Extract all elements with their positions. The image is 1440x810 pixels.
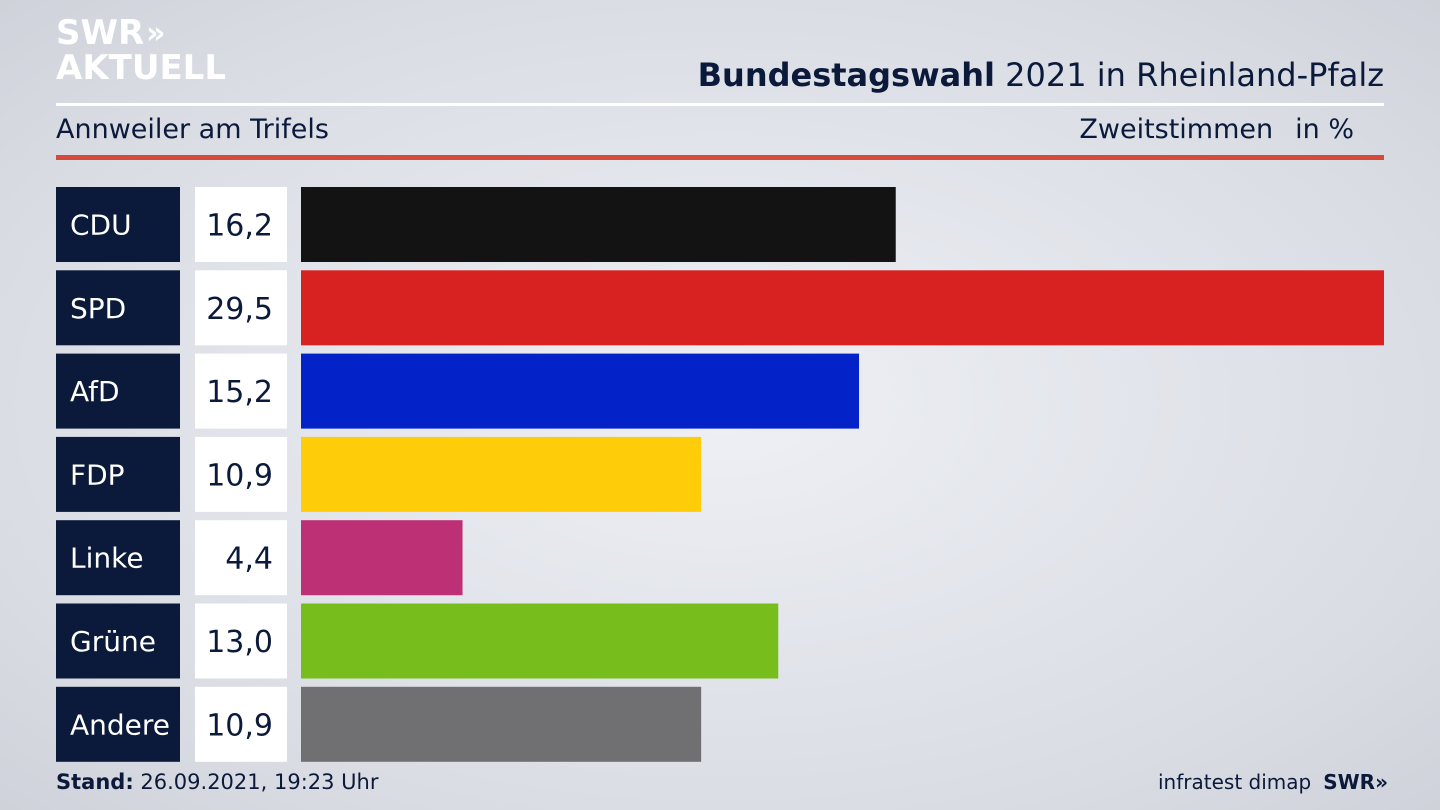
page-title: Bundestagswahl 2021 in Rheinland-Pfalz xyxy=(698,56,1384,94)
party-label-box-spd xyxy=(56,270,180,346)
party-label-box-afd xyxy=(56,353,180,429)
party-label-linke: Linke xyxy=(70,542,144,575)
value-box-afd xyxy=(195,353,287,429)
value-box-cdu xyxy=(195,187,287,262)
value-label-andere: 10,9 xyxy=(206,708,273,743)
value-box-fdp xyxy=(195,436,287,512)
party-label-box-gr-ne xyxy=(56,603,180,679)
party-label-box-andere xyxy=(56,686,180,762)
unit-label: in % xyxy=(1295,114,1354,145)
footer-source: infratest dimap SWR» xyxy=(1158,770,1388,794)
bar-afd xyxy=(301,353,860,429)
measure-label: Zweitstimmen in % xyxy=(1079,114,1354,145)
region-name: Annweiler am Trifels xyxy=(56,114,329,145)
party-label-gr-ne: Grüne xyxy=(70,625,156,658)
value-label-linke: 4,4 xyxy=(225,542,273,577)
title-rest: 2021 in Rheinland-Pfalz xyxy=(995,56,1384,94)
bar-andere xyxy=(301,686,702,762)
value-label-cdu: 16,2 xyxy=(206,209,273,244)
value-box-andere xyxy=(195,686,287,762)
party-label-andere: Andere xyxy=(70,708,170,741)
stand-label: Stand: xyxy=(56,770,134,794)
bar-linke xyxy=(301,520,463,596)
party-label-afd: AfD xyxy=(70,375,120,408)
source-label: infratest dimap xyxy=(1158,770,1312,794)
bar-cdu xyxy=(301,187,896,262)
logo-aktuell-text: AKTUELL xyxy=(56,48,227,88)
party-label-box-fdp xyxy=(56,436,180,512)
swr-footer-text: SWR xyxy=(1323,770,1376,794)
value-label-spd: 29,5 xyxy=(206,292,273,327)
value-box-linke xyxy=(195,520,287,596)
value-label-afd: 15,2 xyxy=(206,375,273,410)
value-label-fdp: 10,9 xyxy=(206,458,273,493)
bar-spd xyxy=(301,270,1384,346)
party-label-box-linke xyxy=(56,520,180,596)
header-divider xyxy=(56,103,1384,106)
swr-footer-logo: SWR» xyxy=(1323,770,1388,794)
bar-gr-ne xyxy=(301,603,779,679)
timestamp: Stand: 26.09.2021, 19:23 Uhr xyxy=(56,770,379,794)
title-bold: Bundestagswahl xyxy=(697,56,995,94)
party-label-box-cdu xyxy=(56,187,180,262)
party-label-fdp: FDP xyxy=(70,458,125,491)
swr-aktuell-logo: SWR » AKTUELL xyxy=(56,16,226,86)
party-label-cdu: CDU xyxy=(70,209,132,242)
vote-type: Zweitstimmen xyxy=(1079,114,1274,145)
stand-value: 26.09.2021, 19:23 Uhr xyxy=(133,770,379,794)
value-box-spd xyxy=(195,270,287,346)
value-box-gr-ne xyxy=(195,603,287,679)
party-label-spd: SPD xyxy=(70,292,126,325)
value-label-gr-ne: 13,0 xyxy=(206,625,273,660)
swr-footer-chevron-icon: » xyxy=(1375,770,1388,794)
logo-swr-text: SWR xyxy=(56,13,145,53)
accent-divider xyxy=(56,155,1384,160)
bar-fdp xyxy=(301,436,702,512)
